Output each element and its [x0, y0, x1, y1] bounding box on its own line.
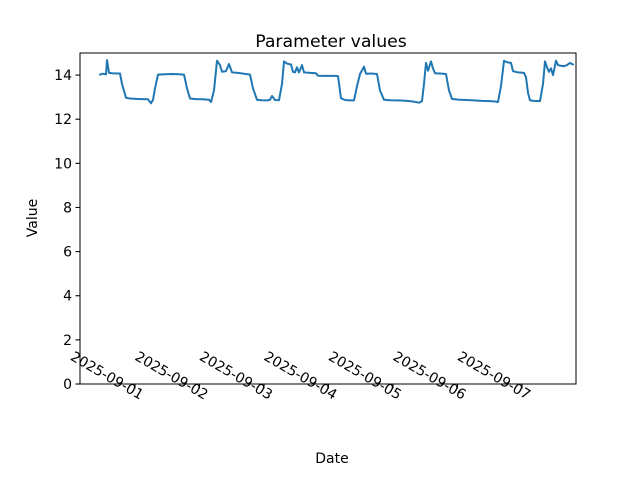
y-tick-label: 14 [54, 68, 72, 84]
y-tick-label: 12 [54, 112, 72, 128]
y-tick-label: 4 [63, 289, 72, 305]
plot-frame [79, 52, 577, 385]
y-tick-label: 2 [63, 333, 72, 349]
plot-area: 2025-09-012025-09-022025-09-032025-09-04… [54, 52, 577, 404]
chart-title: Parameter values [255, 32, 407, 52]
y-axis-label: Value [25, 199, 41, 237]
x-tick-label: 2025-09-07 [455, 349, 533, 404]
y-tick-label: 6 [63, 245, 72, 261]
y-tick-label: 0 [63, 377, 72, 393]
x-axis-label: Date [315, 451, 348, 467]
y-tick-label: 8 [63, 200, 72, 216]
y-tick-label: 10 [54, 156, 72, 172]
data-series-line [99, 59, 574, 105]
